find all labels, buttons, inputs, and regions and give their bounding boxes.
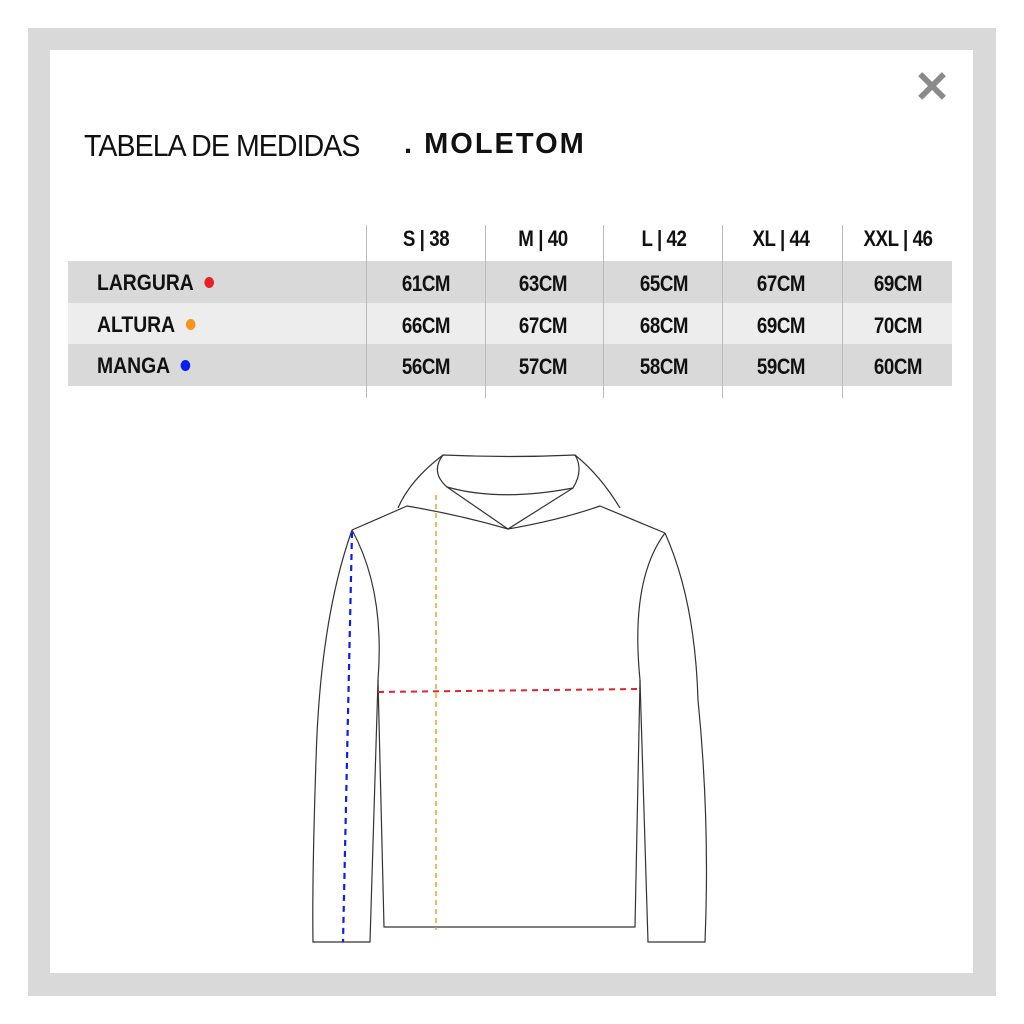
table-row-manga: [68, 344, 952, 386]
measurement-cell: 63CM: [518, 271, 568, 296]
measurement-cell: 65CM: [639, 271, 689, 296]
measurement-cell: 67CM: [518, 313, 568, 338]
color-dot-icon: [204, 277, 215, 288]
size-header: XL | 44: [752, 226, 810, 251]
row-label: ALTURA: [97, 312, 196, 338]
column-divider: [722, 225, 723, 398]
manga-measure-line: [341, 531, 354, 943]
row-label: MANGA: [97, 353, 191, 379]
row-label-text: LARGURA: [97, 270, 194, 295]
size-chart-card: [50, 50, 973, 973]
body: [377, 679, 641, 928]
right-sleeve: [637, 532, 708, 943]
title-product: . MOLETOM: [404, 128, 586, 160]
measurement-cell: 68CM: [639, 313, 689, 338]
row-label: LARGURA: [97, 270, 215, 296]
title-main: TABELA DE MEDIDAS: [84, 128, 360, 163]
measurement-cell: 56CM: [401, 354, 451, 379]
table-row-altura: [68, 303, 952, 345]
left-sleeve: [312, 529, 380, 943]
measurement-cell: 59CM: [756, 354, 806, 379]
measurement-cell: 69CM: [873, 271, 923, 296]
measurement-cell: 60CM: [873, 354, 923, 379]
size-header: M | 40: [518, 226, 568, 251]
row-label-text: ALTURA: [97, 312, 176, 337]
size-header: L | 42: [641, 226, 687, 251]
column-divider: [842, 225, 843, 398]
measurement-cell: 67CM: [756, 271, 806, 296]
measurement-cell: 66CM: [401, 313, 451, 338]
close-icon[interactable]: ✕: [913, 63, 951, 112]
table-row-largura: [68, 261, 952, 303]
v-neck: [446, 486, 574, 530]
measurement-cell: 70CM: [873, 313, 923, 338]
row-label-text: MANGA: [97, 353, 171, 378]
measurement-cell: 61CM: [401, 271, 451, 296]
column-divider: [366, 225, 367, 398]
page-title: TABELA DE MEDIDAS . MOLETOM: [84, 128, 584, 164]
size-header: S | 38: [402, 226, 450, 251]
column-divider: [485, 225, 486, 398]
measurement-cell: 69CM: [756, 313, 806, 338]
hood-outline: [397, 454, 621, 509]
hood-inner: [436, 454, 580, 496]
color-dot-icon: [185, 319, 196, 330]
size-header: XXL | 46: [863, 226, 933, 251]
measurement-cell: 57CM: [518, 354, 568, 379]
column-divider: [603, 225, 604, 398]
measurement-cell: 58CM: [639, 354, 689, 379]
largura-measure-line: [377, 688, 641, 693]
color-dot-icon: [180, 360, 191, 371]
shoulder-line: [351, 505, 666, 534]
